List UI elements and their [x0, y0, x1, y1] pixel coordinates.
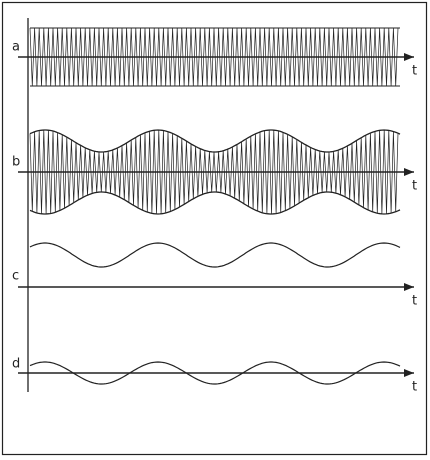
arrowhead [404, 53, 414, 61]
arrowhead [404, 168, 414, 176]
envelope [29, 129, 401, 153]
panel-label: d [12, 357, 20, 372]
arrowhead [404, 283, 414, 291]
axis-label: t [412, 64, 417, 79]
modulating-signal [29, 242, 401, 268]
envelope [29, 191, 401, 215]
axis-label: t [412, 380, 417, 395]
panel-label: b [12, 155, 20, 170]
arrowhead [404, 369, 414, 377]
panels: a t b t c t d t [12, 27, 417, 395]
carrier [29, 27, 399, 87]
panel-label: c [12, 269, 19, 284]
demodulated-signal [29, 361, 401, 385]
panel-label: a [12, 40, 20, 55]
axis-label: t [412, 294, 417, 309]
axis-label: t [412, 179, 417, 194]
